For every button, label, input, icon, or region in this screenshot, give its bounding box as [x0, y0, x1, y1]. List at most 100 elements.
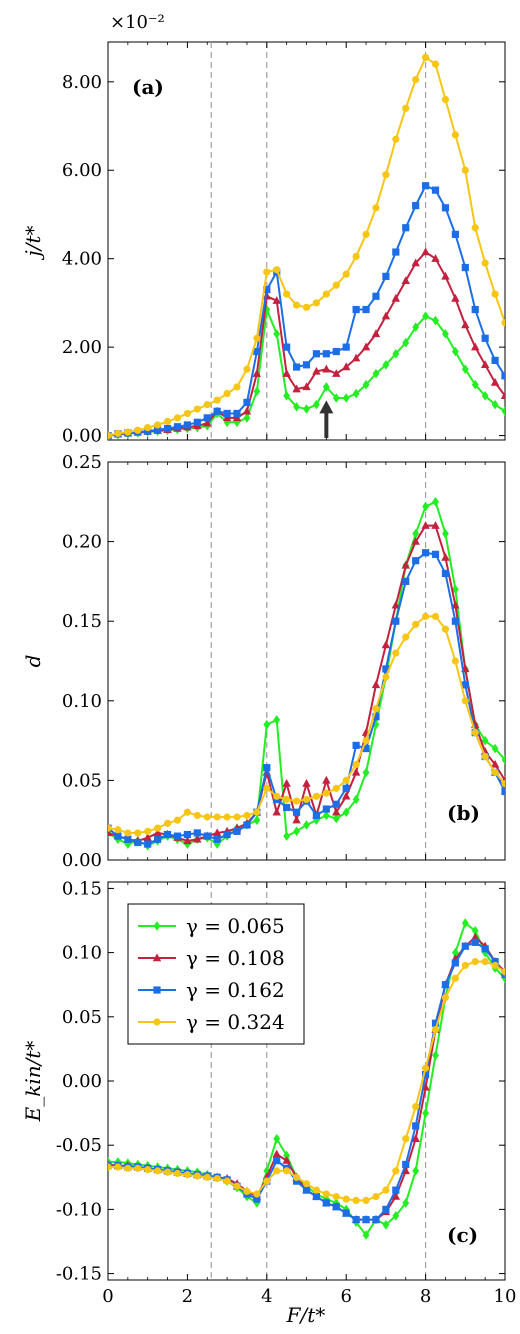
data-point	[391, 1191, 401, 1200]
data-point	[431, 521, 440, 529]
data-point	[124, 835, 132, 843]
data-point	[312, 811, 321, 820]
data-point	[173, 414, 182, 422]
data-point	[362, 230, 370, 238]
data-point	[392, 1167, 400, 1175]
data-point	[481, 752, 489, 761]
data-point	[451, 131, 459, 139]
data-point	[451, 947, 459, 958]
data-point	[108, 1163, 112, 1171]
data-point	[402, 577, 410, 585]
data-point	[372, 204, 380, 212]
data-point	[362, 379, 370, 390]
data-point	[332, 1192, 340, 1201]
data-point	[203, 1173, 211, 1181]
data-point	[222, 413, 232, 422]
data-point	[282, 369, 291, 377]
data-point	[283, 343, 291, 351]
data-point	[362, 767, 370, 778]
data-point	[422, 1070, 430, 1079]
data-point	[442, 329, 449, 339]
data-point	[481, 958, 489, 966]
data-point	[342, 784, 350, 792]
data-point	[412, 202, 420, 210]
y-tick-label: 0.20	[62, 532, 102, 553]
data-point	[411, 258, 420, 267]
data-point	[431, 60, 440, 68]
data-point	[392, 617, 400, 625]
data-point	[272, 807, 281, 816]
data-point	[134, 829, 142, 837]
data-point	[342, 1195, 350, 1203]
data-point	[382, 1205, 390, 1213]
data-point	[183, 1171, 191, 1179]
data-point	[302, 1186, 311, 1194]
data-point	[412, 1166, 420, 1176]
data-point	[352, 760, 360, 769]
x-tick-label: 6	[340, 1286, 351, 1307]
data-point	[451, 346, 459, 357]
annotation-arrow-head	[319, 400, 334, 414]
data-point	[282, 1156, 291, 1164]
data-point	[283, 1167, 291, 1175]
data-point	[412, 557, 420, 565]
data-point	[451, 959, 459, 967]
data-point	[124, 829, 132, 837]
legend-label: γ = 0.162	[186, 978, 285, 1002]
data-point	[114, 1163, 122, 1171]
data-point	[292, 808, 301, 816]
data-point	[283, 390, 291, 401]
data-point	[471, 932, 480, 941]
data-point	[392, 649, 400, 657]
data-point	[461, 364, 469, 375]
data-point	[471, 729, 479, 737]
data-point	[471, 925, 479, 936]
data-point	[173, 1169, 182, 1178]
data-point	[154, 426, 162, 434]
data-point	[381, 311, 391, 320]
data-point	[332, 813, 340, 824]
data-point	[481, 390, 489, 401]
data-point	[302, 382, 311, 391]
data-point	[361, 342, 371, 351]
y-tick-label: 8.00	[62, 72, 102, 93]
data-point	[173, 423, 182, 431]
data-point	[412, 1103, 420, 1111]
data-point	[481, 334, 489, 342]
data-point	[372, 705, 380, 713]
data-point	[412, 1122, 420, 1130]
data-point	[322, 775, 331, 784]
data-point	[263, 784, 271, 792]
data-point	[392, 1186, 400, 1194]
data-point	[252, 369, 262, 377]
data-point	[313, 399, 320, 410]
data-point	[501, 406, 505, 417]
data-point	[412, 620, 420, 628]
data-point	[441, 271, 450, 280]
data-point	[402, 337, 410, 348]
data-point	[451, 584, 459, 595]
data-point	[441, 552, 450, 561]
data-point	[203, 401, 211, 409]
data-point	[332, 281, 340, 289]
data-point	[223, 813, 231, 821]
data-point	[391, 600, 401, 609]
data-point	[451, 617, 459, 625]
data-point	[501, 372, 505, 380]
data-point	[293, 402, 300, 412]
data-point	[272, 296, 281, 304]
data-point	[352, 794, 360, 805]
data-point	[332, 1203, 340, 1211]
data-point	[223, 409, 231, 418]
data-point	[411, 1134, 420, 1142]
data-point	[392, 135, 400, 143]
data-point	[223, 830, 231, 839]
data-point	[382, 360, 390, 370]
data-point	[322, 364, 331, 373]
data-point	[461, 320, 470, 329]
y-tick-label: -0.10	[56, 1199, 102, 1220]
data-point	[312, 350, 321, 358]
y-tick-label: 0.15	[62, 878, 102, 899]
data-point	[253, 808, 261, 816]
y-tick-label: 2.00	[62, 337, 102, 358]
